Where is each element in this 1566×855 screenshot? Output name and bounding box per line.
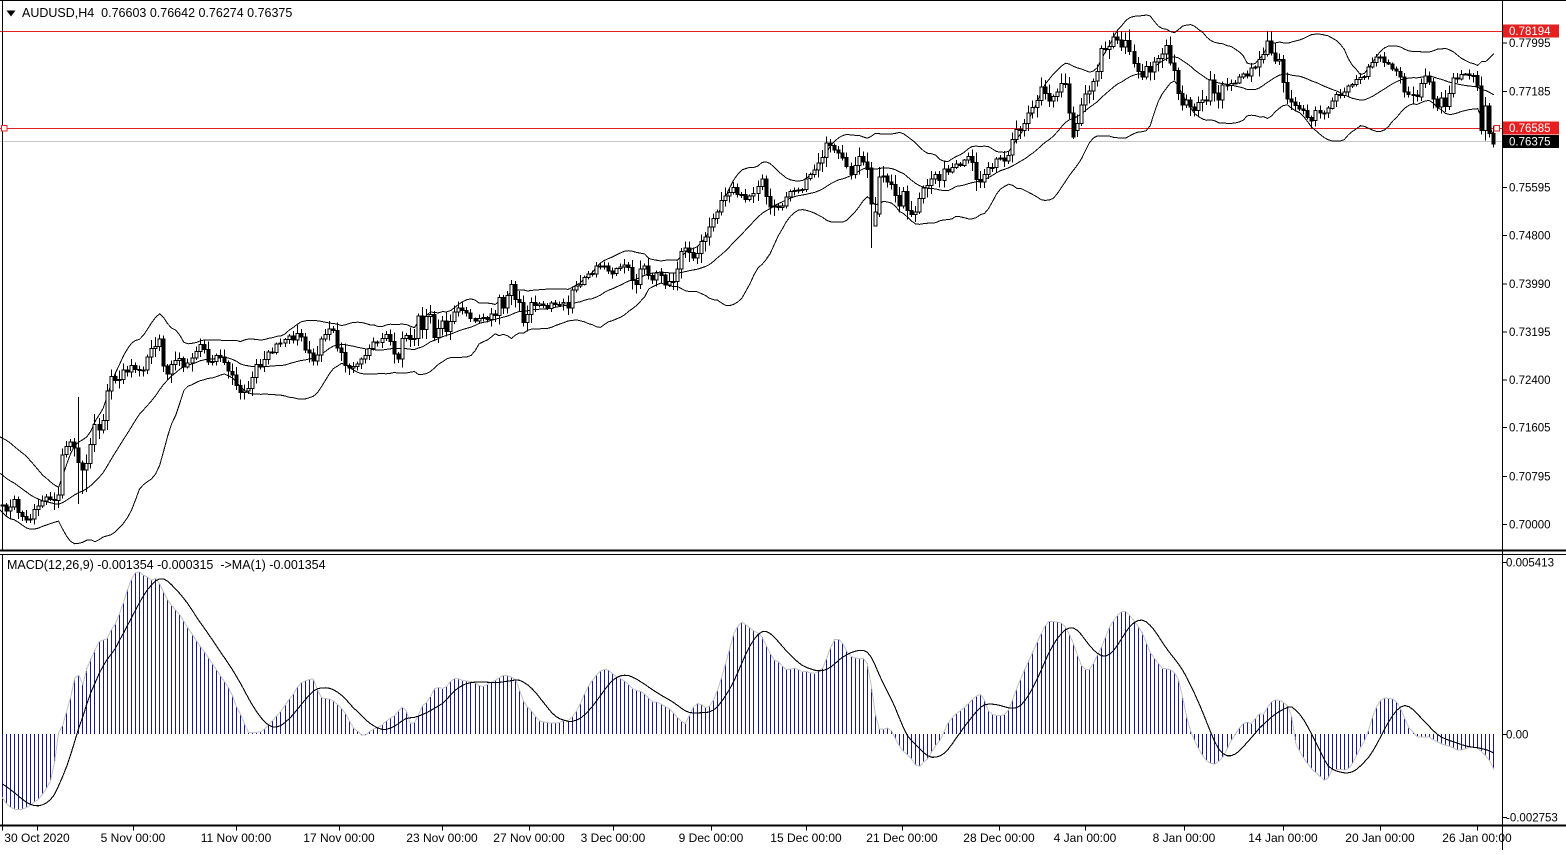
svg-text:27 Nov 00:00: 27 Nov 00:00 bbox=[493, 831, 565, 845]
svg-text:0.74800: 0.74800 bbox=[1509, 230, 1551, 242]
svg-text:20 Jan 00:00: 20 Jan 00:00 bbox=[1345, 831, 1415, 845]
svg-text:MACD(12,26,9) -0.001354 -0.000: MACD(12,26,9) -0.001354 -0.000315 ->MA(1… bbox=[7, 558, 326, 572]
svg-text:3 Dec 00:00: 3 Dec 00:00 bbox=[581, 831, 646, 845]
svg-text:4 Jan 00:00: 4 Jan 00:00 bbox=[1054, 831, 1117, 845]
svg-text:8 Jan 00:00: 8 Jan 00:00 bbox=[1153, 831, 1216, 845]
svg-text:0.77995: 0.77995 bbox=[1509, 38, 1551, 50]
svg-text:0.78194: 0.78194 bbox=[1509, 26, 1551, 38]
svg-text:30 Oct 2020: 30 Oct 2020 bbox=[4, 831, 70, 845]
svg-text:5 Nov 00:00: 5 Nov 00:00 bbox=[101, 831, 166, 845]
svg-text:23 Nov 00:00: 23 Nov 00:00 bbox=[406, 831, 478, 845]
svg-text:14 Jan 00:00: 14 Jan 00:00 bbox=[1248, 831, 1318, 845]
svg-text:-0.002753: -0.002753 bbox=[1506, 813, 1558, 825]
svg-text:AUDUSD,H4 0.76603 0.76642 0.7: AUDUSD,H4 0.76603 0.76642 0.76274 0.7637… bbox=[22, 6, 292, 20]
svg-text:0.76375: 0.76375 bbox=[1509, 137, 1551, 149]
svg-text:0.73990: 0.73990 bbox=[1509, 279, 1551, 291]
svg-text:9 Dec 00:00: 9 Dec 00:00 bbox=[679, 831, 744, 845]
svg-text:0.75595: 0.75595 bbox=[1509, 183, 1551, 195]
svg-text:0.71605: 0.71605 bbox=[1509, 423, 1551, 435]
svg-text:0.70000: 0.70000 bbox=[1509, 519, 1551, 531]
svg-text:0.73195: 0.73195 bbox=[1509, 327, 1551, 339]
svg-text:0.76585: 0.76585 bbox=[1509, 123, 1551, 135]
svg-text:26 Jan 00:00: 26 Jan 00:00 bbox=[1442, 831, 1512, 845]
svg-text:21 Dec 00:00: 21 Dec 00:00 bbox=[866, 831, 938, 845]
svg-text:11 Nov 00:00: 11 Nov 00:00 bbox=[201, 831, 272, 845]
svg-text:0.70795: 0.70795 bbox=[1509, 471, 1551, 483]
svg-text:0.005413: 0.005413 bbox=[1506, 558, 1554, 570]
svg-text:0.00: 0.00 bbox=[1506, 730, 1528, 742]
svg-text:28 Dec 00:00: 28 Dec 00:00 bbox=[963, 831, 1035, 845]
svg-text:0.77185: 0.77185 bbox=[1509, 87, 1551, 99]
svg-text:17 Nov 00:00: 17 Nov 00:00 bbox=[303, 831, 375, 845]
svg-text:15 Dec 00:00: 15 Dec 00:00 bbox=[770, 831, 842, 845]
svg-text:0.72400: 0.72400 bbox=[1509, 375, 1551, 387]
